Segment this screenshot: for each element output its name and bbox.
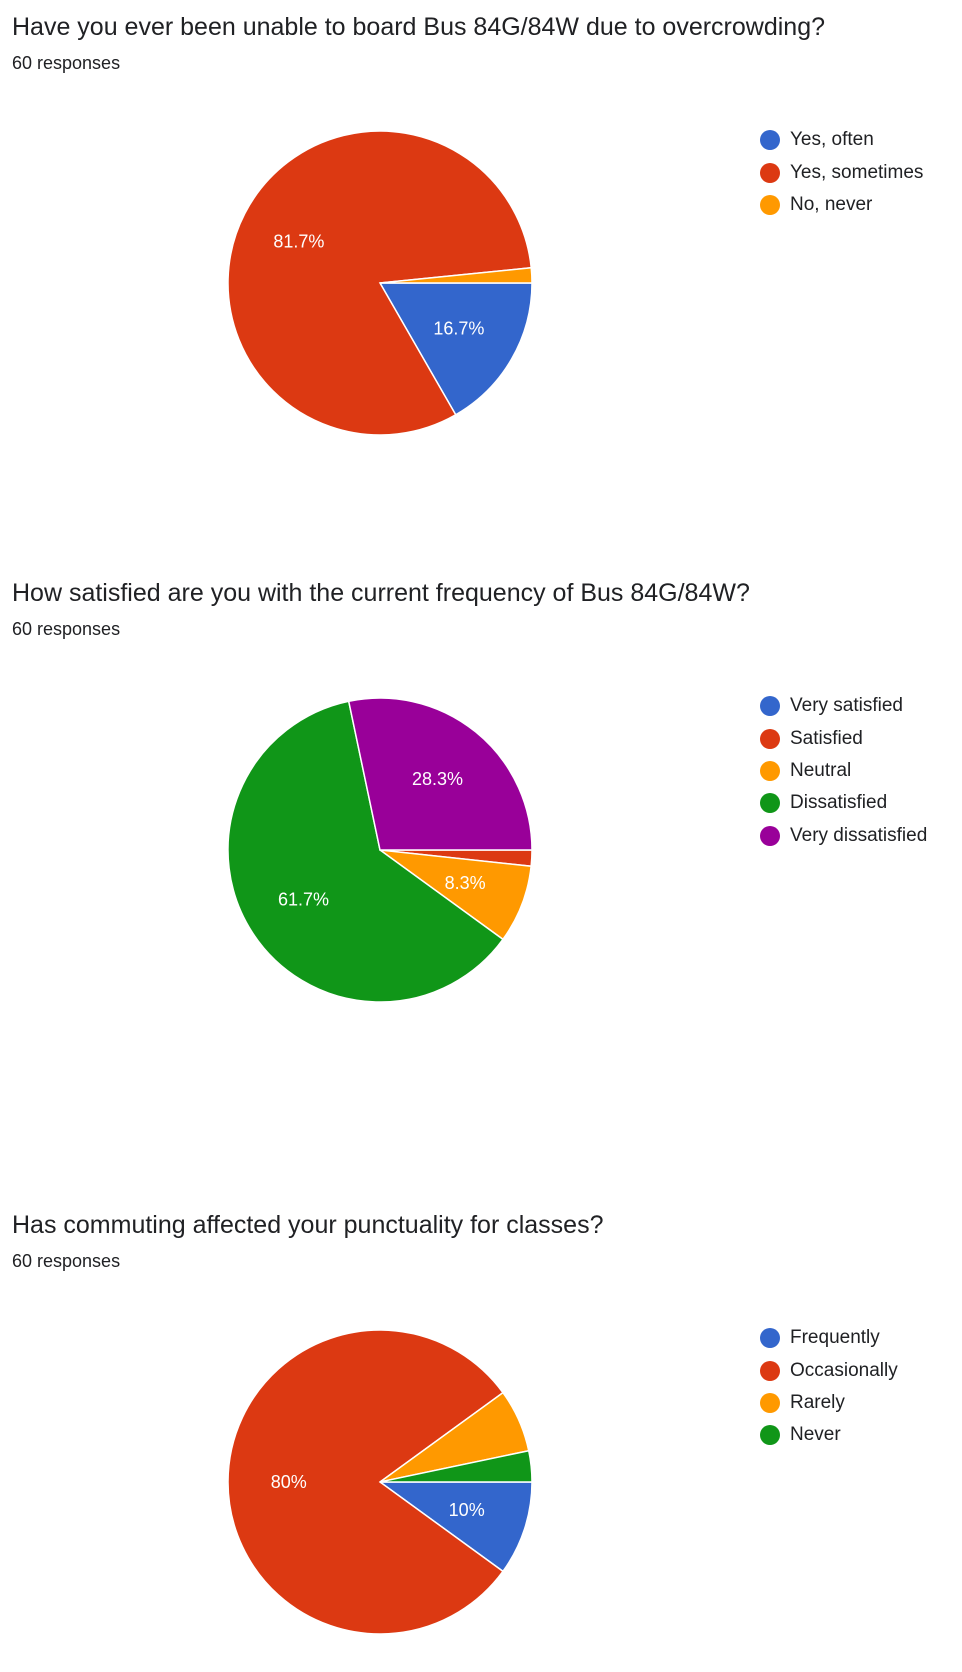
- legend-label: Very dissatisfied: [790, 824, 928, 846]
- chart-overcrowding: Have you ever been unable to board Bus 8…: [0, 12, 962, 482]
- pie-chart: 10% 80%: [227, 1329, 533, 1635]
- legend-swatch: [760, 760, 780, 781]
- pie-slice-dissatisfied[interactable]: [227, 700, 505, 1003]
- slice-label-very-dissatisfied: 28.3%: [412, 769, 463, 789]
- response-count: 60 responses: [12, 619, 121, 639]
- chart-title: Has commuting affected your punctuality …: [12, 1211, 604, 1239]
- slice-label-frequently: 10%: [449, 1500, 485, 1520]
- legend-item-yes-sometimes[interactable]: Yes, sometimes: [760, 156, 923, 188]
- legend-swatch: [760, 696, 780, 717]
- legend-item-very-satisfied[interactable]: Very satisfied: [760, 690, 927, 722]
- pie-slice-occasionally[interactable]: [227, 1329, 505, 1635]
- legend-label: Yes, often: [790, 129, 874, 151]
- response-count: 60 responses: [12, 53, 121, 73]
- slice-label-dissatisfied: 61.7%: [278, 890, 329, 910]
- legend-swatch: [760, 825, 780, 846]
- pie-slice-frequently[interactable]: [377, 1481, 533, 1573]
- slice-label-neutral: 8.3%: [445, 873, 486, 893]
- chart-title: How satisfied are you with the current f…: [12, 579, 750, 607]
- legend-swatch: [760, 728, 780, 749]
- slice-label-occasionally: 80%: [271, 1472, 307, 1492]
- pie-slice-no-never[interactable]: [379, 266, 533, 284]
- pie-slice-never[interactable]: [379, 1449, 533, 1483]
- legend-swatch: [760, 130, 780, 151]
- legend-label: No, never: [790, 193, 873, 215]
- legend-label: Occasionally: [790, 1359, 898, 1381]
- legend-item-frequently[interactable]: Frequently: [760, 1322, 898, 1354]
- legend-label: Dissatisfied: [790, 792, 888, 814]
- legend-item-satisfied[interactable]: Satisfied: [760, 722, 927, 754]
- slice-label-yes-often: 16.7%: [433, 319, 484, 339]
- legend: Very satisfied Satisfied Neutral Dissatisfi…: [760, 690, 927, 852]
- legend-label: Yes, sometimes: [790, 161, 924, 183]
- legend-item-neutral[interactable]: Neutral: [760, 755, 927, 787]
- legend-swatch: [760, 1425, 780, 1446]
- legend-label: Satisfied: [790, 727, 863, 749]
- legend-swatch: [760, 162, 780, 183]
- legend-label: Neutral: [790, 759, 852, 781]
- legend-item-occasionally[interactable]: Occasionally: [760, 1354, 898, 1386]
- response-count: 60 responses: [12, 1251, 121, 1271]
- chart-punctuality: Has commuting affected your punctuality …: [0, 1210, 962, 1672]
- slice-label-yes-sometimes: 81.7%: [273, 231, 324, 251]
- legend-label: Very satisfied: [790, 695, 903, 717]
- pie-slice-very-dissatisfied[interactable]: [347, 697, 533, 851]
- legend-item-rarely[interactable]: Rarely: [760, 1387, 898, 1419]
- legend-swatch: [760, 1392, 780, 1413]
- legend-item-no-never[interactable]: No, never: [760, 189, 923, 221]
- legend-label: Rarely: [790, 1391, 845, 1413]
- legend-swatch: [760, 793, 780, 814]
- legend: Frequently Occasionally Rarely Never: [760, 1322, 898, 1452]
- pie-slice-yes-often[interactable]: [378, 282, 533, 416]
- legend-item-very-dissatisfied[interactable]: Very dissatisfied: [760, 820, 927, 852]
- legend-swatch: [760, 194, 780, 215]
- pie-chart: 8.3% 61.7% 28.3%: [227, 697, 533, 1003]
- pie-chart: 16.7% 81.7%: [227, 130, 533, 436]
- chart-frequency-satisfaction: How satisfied are you with the current f…: [0, 578, 962, 1048]
- legend-swatch: [760, 1328, 780, 1349]
- legend-item-dissatisfied[interactable]: Dissatisfied: [760, 787, 927, 819]
- legend-swatch: [760, 1360, 780, 1381]
- legend-label: Never: [790, 1424, 841, 1446]
- chart-title: Have you ever been unable to board Bus 8…: [12, 13, 826, 41]
- legend-label: Frequently: [790, 1327, 880, 1349]
- legend-item-never[interactable]: Never: [760, 1419, 898, 1451]
- legend-item-yes-often[interactable]: Yes, often: [760, 124, 923, 156]
- legend: Yes, often Yes, sometimes No, never: [760, 124, 923, 221]
- pie-slice-yes-sometimes[interactable]: [227, 130, 533, 436]
